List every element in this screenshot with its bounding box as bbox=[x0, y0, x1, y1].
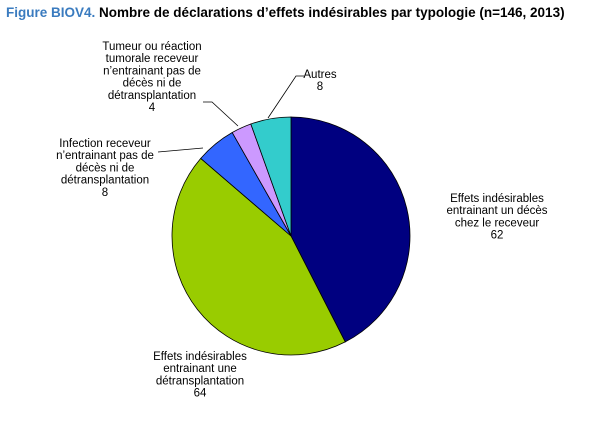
leader-line-4 bbox=[267, 75, 304, 119]
slice-label-line-0-2: chez le receveur bbox=[455, 217, 540, 229]
slice-label-line-3-3: décès ni de bbox=[123, 78, 182, 90]
leader-lines bbox=[157, 75, 304, 153]
slice-label-line-2-2: décès ni de bbox=[76, 162, 135, 174]
slice-label-3: Tumeur ou réaction tumorale receveur n’ent… bbox=[102, 41, 201, 114]
leader-line-3 bbox=[203, 101, 239, 127]
chart-title-text: Nombre de déclarations d’effets indésira… bbox=[99, 5, 565, 20]
slice-value-3: 4 bbox=[149, 102, 156, 114]
slice-label-1: Effets indésirables entrainant une détrans… bbox=[153, 351, 247, 400]
chart-title: Figure BIOV4. Nombre de déclarations d’e… bbox=[6, 5, 565, 20]
pie-slice-0 bbox=[290, 116, 411, 343]
slice-label-line-0-0: Effets indésirables bbox=[450, 193, 544, 205]
slice-label-line-1-0: Effets indésirables bbox=[153, 351, 247, 363]
slice-value-0: 62 bbox=[491, 230, 504, 242]
slice-label-line-3-0: Tumeur ou réaction bbox=[102, 41, 201, 53]
slice-label-line-3-4: détransplantation bbox=[108, 90, 196, 102]
slice-label-line-3-1: tumorale receveur bbox=[106, 53, 199, 65]
slice-labels: Effets indésirables entrainant un décès ch… bbox=[56, 41, 548, 400]
slice-value-2: 8 bbox=[102, 187, 108, 199]
slice-label-line-2-1: n’entrainant pas de bbox=[56, 150, 154, 162]
pie-slice-1 bbox=[171, 157, 346, 356]
slice-value-4: 8 bbox=[317, 81, 323, 93]
slice-label-line-0-1: entrainant un décès bbox=[446, 205, 547, 217]
slice-label-line-2-0: Infection receveur bbox=[59, 138, 151, 150]
slice-value-1: 64 bbox=[194, 388, 207, 400]
slice-label-line-4-0: Autres bbox=[303, 69, 336, 81]
slice-label-0: Effets indésirables entrainant un décès ch… bbox=[446, 193, 547, 242]
pie-slice-4 bbox=[250, 116, 292, 237]
slice-label-line-3-2: n’entrainant pas de bbox=[103, 65, 201, 77]
slice-label-line-2-3: détransplantation bbox=[61, 175, 149, 187]
figure-number: Figure BIOV4. bbox=[6, 5, 96, 20]
slice-label-2: Infection receveur n’entrainant pas de déc… bbox=[56, 138, 154, 199]
slice-label-line-1-2: détransplantation bbox=[156, 375, 244, 387]
slice-label-line-1-1: entrainant une bbox=[163, 363, 237, 375]
slice-label-4: Autres 8 bbox=[303, 69, 336, 93]
leader-line-2 bbox=[157, 147, 204, 153]
pie-slices bbox=[171, 116, 411, 356]
